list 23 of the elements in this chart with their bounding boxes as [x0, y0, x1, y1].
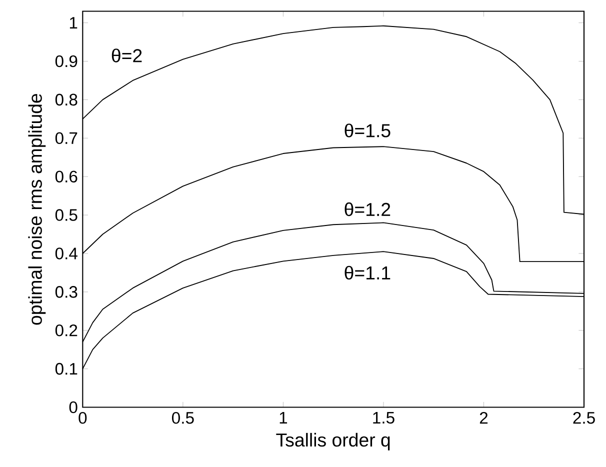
x-tick-label: 1.5 — [373, 412, 394, 424]
x-tick-label: 2 — [480, 412, 488, 424]
y-tick-label: 0.4 — [55, 248, 78, 260]
x-tick-label: 0 — [78, 412, 87, 424]
x-tick-label: 0.5 — [172, 412, 194, 424]
x-axis-title: Tsallis order q — [276, 432, 390, 450]
series-label: θ=1.5 — [344, 124, 390, 138]
y-tick-label: 0.9 — [55, 55, 78, 68]
y-tick-label: 0.7 — [55, 132, 78, 144]
y-tick-label: 0.2 — [55, 324, 78, 336]
series-label: θ=1.1 — [344, 266, 390, 280]
y-tick-label: 0.8 — [55, 94, 78, 106]
y-axis-title: optimal noise rms amplitude — [28, 94, 46, 325]
x-tick-label: 2.5 — [573, 412, 595, 424]
series-label: θ=2 — [112, 48, 142, 62]
x-tick-label: 1 — [280, 412, 288, 424]
y-tick-label: 0.6 — [55, 170, 78, 182]
y-tick-label: 0.3 — [55, 286, 78, 298]
y-tick-label: 0.1 — [55, 362, 78, 375]
y-tick-label: 1 — [70, 17, 78, 29]
y-tick-label: 0.5 — [55, 209, 78, 221]
y-tick-label: 0 — [69, 401, 78, 414]
series-label: θ=1.2 — [344, 202, 390, 216]
